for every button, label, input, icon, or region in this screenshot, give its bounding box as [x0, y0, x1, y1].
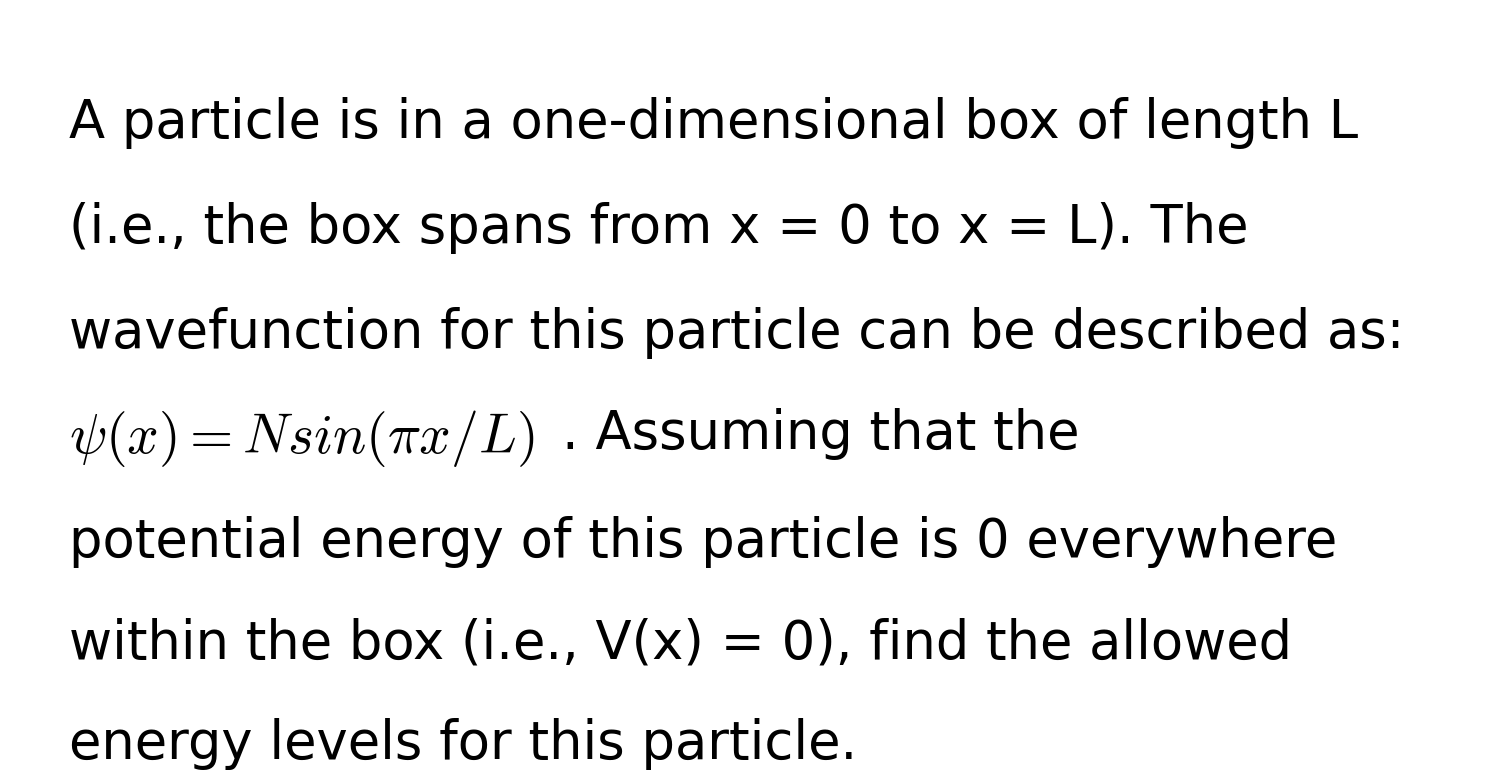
Text: within the box (i.e., V(x) = 0), find the allowed: within the box (i.e., V(x) = 0), find th… [69, 617, 1293, 669]
Text: (i.e., the box spans from x = 0 to x = L). The: (i.e., the box spans from x = 0 to x = L… [69, 202, 1249, 254]
Text: $\psi(x) = Nsin(\pi x/L)$: $\psi(x) = Nsin(\pi x/L)$ [69, 407, 536, 469]
Text: . Assuming that the: . Assuming that the [562, 407, 1080, 459]
Text: A particle is in a one-dimensional box of length L: A particle is in a one-dimensional box o… [69, 97, 1359, 149]
Text: wavefunction for this particle can be described as:: wavefunction for this particle can be de… [69, 307, 1406, 359]
Text: energy levels for this particle.: energy levels for this particle. [69, 718, 858, 770]
Text: potential energy of this particle is 0 everywhere: potential energy of this particle is 0 e… [69, 516, 1338, 568]
